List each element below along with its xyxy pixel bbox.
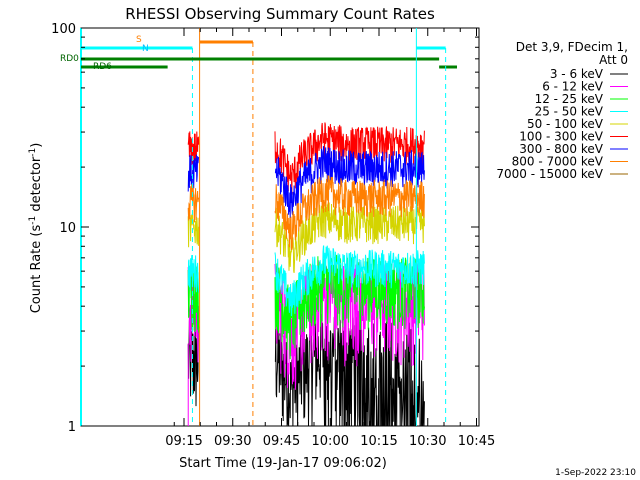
legend-label: 25 - 50 keV [535, 105, 604, 119]
x-tick-label: 09:15 [165, 434, 202, 449]
x-tick-label: 10:00 [312, 434, 349, 449]
rd0-label: RD0 [60, 54, 79, 64]
series-line-7 [274, 175, 425, 251]
x-axis-label: Start Time (19-Jan-17 09:06:02) [179, 456, 387, 471]
y-axis-label-sup1: -1 [28, 216, 38, 225]
legend-label: 100 - 300 keV [519, 130, 603, 144]
chart-title: RHESSI Observing Summary Count Rates [125, 5, 435, 23]
legend-header-line1: Det 3,9, FDecim 1, [516, 40, 628, 54]
series-line-2 [274, 254, 425, 360]
series-line-0 [274, 313, 425, 427]
y-tick-label: 10 [59, 221, 76, 236]
y-axis-label: Count Rate (s-1 detector-1) [28, 143, 44, 314]
x-tick-label: 09:45 [263, 434, 300, 449]
legend-label: 800 - 7000 keV [512, 155, 604, 169]
y-tick-label: 100 [51, 22, 76, 37]
legend-header-line2: Att 0 [599, 53, 628, 67]
flags-group [80, 28, 457, 426]
series-line-6 [187, 154, 200, 192]
y-axis-label-part3: ) [29, 143, 44, 148]
x-tick-label: 09:30 [214, 434, 251, 449]
rd6-label: RD6 [93, 62, 112, 72]
series-line-3 [274, 245, 425, 317]
s-flag-label: S [136, 35, 142, 45]
series-line-5 [274, 122, 425, 195]
series-line-5 [187, 131, 200, 165]
legend-label: 3 - 6 keV [550, 67, 604, 81]
series-line-6 [274, 146, 425, 219]
series-line-7 [187, 184, 200, 223]
series-group [187, 122, 425, 427]
x-tick-label: 10:30 [409, 434, 446, 449]
series-line-3 [187, 255, 200, 293]
n-flag-label: N [142, 44, 149, 54]
y-tick-label: 1 [68, 420, 76, 435]
legend-label: 7000 - 15000 keV [496, 167, 603, 181]
ticks-group: 09:15 09:30 09:45 10:00 10:15 10:30 10:45 1 10 10… [51, 22, 495, 449]
legend-label: 6 - 12 keV [542, 80, 604, 94]
x-tick-label: 10:45 [458, 434, 495, 449]
x-tick-label: 10:15 [360, 434, 397, 449]
legend-label: 12 - 25 keV [535, 92, 604, 106]
y-axis-label-sup2: -1 [28, 148, 38, 157]
footer-date: 1-Sep-2022 23:10 [555, 468, 636, 478]
y-axis-label-part1: Count Rate (s [29, 225, 44, 314]
legend-label: 50 - 100 keV [527, 117, 604, 131]
legend-label: 300 - 800 keV [519, 142, 603, 156]
y-axis-label-part2: detector [29, 156, 44, 216]
